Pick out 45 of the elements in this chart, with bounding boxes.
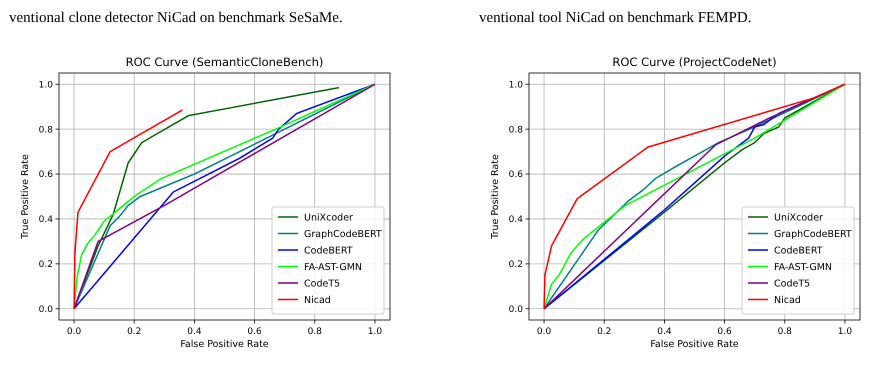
y-tick-label: 0.8 — [508, 125, 524, 136]
chart-title: ROC Curve (ProjectCodeNet) — [612, 55, 777, 69]
y-tick-label: 0.4 — [508, 215, 524, 226]
x-tick-label: 0.6 — [717, 327, 732, 337]
legend-label: GraphCodeBERT — [774, 229, 852, 240]
x-tick-label: 0.4 — [657, 327, 672, 337]
y-tick-label: 0.0 — [508, 304, 524, 315]
x-tick-label: 1.0 — [838, 327, 852, 337]
legend-label: CodeT5 — [774, 278, 810, 290]
legend-label: FA-AST-GMN — [304, 262, 362, 273]
y-tick-label: 0.4 — [38, 215, 54, 226]
y-tick-label: 0.2 — [508, 260, 523, 270]
y-tick-label: 0.2 — [38, 260, 53, 270]
x-tick-label: 1.0 — [368, 327, 382, 337]
x-tick-label: 0.0 — [66, 327, 82, 337]
y-tick-label: 0.0 — [38, 304, 54, 315]
x-axis-title: False Positive Rate — [180, 339, 269, 350]
y-axis-title: True Positive Rate — [490, 154, 501, 240]
x-tick-label: 0.0 — [536, 327, 552, 337]
y-tick-label: 1.0 — [38, 80, 54, 90]
y-tick-label: 0.6 — [508, 170, 524, 180]
text: ventional tool NiCad on benchmark FEMPD. — [479, 10, 752, 26]
legend-label: CodeBERT — [304, 246, 353, 256]
legend-label: UniXcoder — [304, 212, 354, 224]
legend-label: GraphCodeBERT — [304, 229, 382, 240]
legend-label: Nicad — [304, 295, 331, 306]
legend-label: FA-AST-GMN — [774, 262, 832, 273]
line-series — [73, 109, 184, 310]
y-tick-label: 0.8 — [38, 125, 54, 136]
x-tick-label: 0.8 — [308, 327, 322, 337]
x-tick-label: 0.8 — [778, 327, 792, 337]
y-tick-label: 1.0 — [508, 80, 524, 90]
y-tick-label: 0.6 — [38, 170, 54, 180]
legend-label: UniXcoder — [774, 212, 824, 224]
x-axis-title: False Positive Rate — [650, 339, 739, 350]
legend-label: Nicad — [774, 295, 801, 306]
x-tick-label: 0.6 — [247, 327, 262, 337]
x-tick-label: 0.2 — [127, 327, 142, 337]
legend-label: CodeT5 — [304, 278, 340, 290]
chart-title: ROC Curve (SemanticCloneBench) — [126, 55, 324, 69]
text: ventional clone detector NiCad on benchmark SeSaMe. — [9, 10, 343, 26]
x-tick-label: 0.2 — [597, 327, 612, 337]
y-axis-title: True Positive Rate — [20, 154, 31, 240]
x-tick-label: 0.4 — [187, 327, 202, 337]
legend-label: CodeBERT — [774, 246, 823, 256]
